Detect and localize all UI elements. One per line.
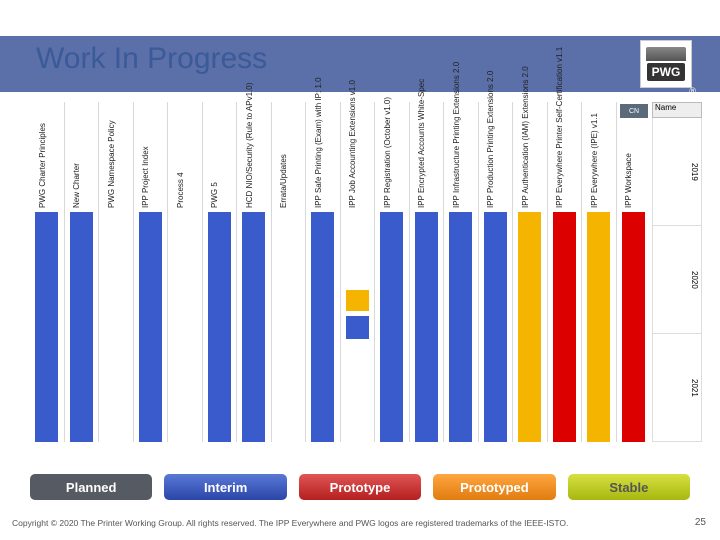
- time-header: Name: [652, 102, 702, 118]
- year-2019: 2019: [652, 118, 702, 226]
- lane-label: IPP Everywhere (IPE) v1.1: [590, 113, 599, 208]
- lane: PWG Charter Principles: [30, 102, 64, 442]
- copyright-footer: Copyright © 2020 The Printer Working Gro…: [12, 518, 692, 528]
- lane: IPP Project Index: [133, 102, 168, 442]
- lane: PWG 5: [202, 102, 237, 442]
- lane-bar: [518, 212, 541, 442]
- cn-badge: CN: [620, 104, 648, 118]
- year-2020: 2020: [652, 226, 702, 334]
- legend-item-planned: Planned: [30, 474, 152, 500]
- legend-item-prototype: Prototype: [299, 474, 421, 500]
- year-2021: 2021: [652, 334, 702, 442]
- page-title: Work In Progress: [36, 42, 267, 76]
- lane-bar: [484, 212, 507, 442]
- lane-label: IPP Production Printing Extensions 2.0: [486, 71, 495, 208]
- lane: PWG Namespace Policy: [98, 102, 133, 442]
- lane: IPP Registration (October v1.0): [374, 102, 409, 442]
- lane-label: IPP Job Accounting Extensions v1.0: [348, 80, 357, 208]
- lane: Process 4: [167, 102, 202, 442]
- lane: IPP Job Accounting Extensions v1.0: [340, 102, 375, 442]
- lane-bar: [346, 290, 369, 311]
- lane-label: PWG Namespace Policy: [107, 120, 116, 208]
- legend-item-stable: Stable: [568, 474, 690, 500]
- legend-item-interim: Interim: [164, 474, 286, 500]
- lane-label: New Charter: [72, 163, 81, 208]
- lane-bar: [553, 212, 576, 442]
- lane-bar: [208, 212, 231, 442]
- lane: IPP Production Printing Extensions 2.0: [478, 102, 513, 442]
- lane: IPP Authentication (IAM) Extensions 2.0: [512, 102, 547, 442]
- time-axis: Name 2019 2020 2021: [652, 102, 702, 442]
- lane-bar: [70, 212, 93, 442]
- lane-label: IPP Registration (October v1.0): [383, 97, 392, 208]
- lane: IPP Safe Printing (Exam) with IP: 1.0: [305, 102, 340, 442]
- lane-label: IPP Authentication (IAM) Extensions 2.0: [521, 66, 530, 208]
- page-number: 25: [695, 517, 706, 528]
- lane-label: IPP Everywhere Printer Self-Certificatio…: [555, 47, 564, 208]
- lane: IPP Workspace: [616, 102, 651, 442]
- lane-bar: [622, 212, 645, 442]
- lane-label: Process 4: [176, 172, 185, 208]
- lane: IPP Encrypted Accounts White-Spec: [409, 102, 444, 442]
- lane: IPP Infrastructure Printing Extensions 2…: [443, 102, 478, 442]
- lane-label: PWG 5: [210, 182, 219, 208]
- logo-text: PWG: [647, 63, 686, 81]
- registered-mark: ®: [689, 86, 696, 96]
- lane: HCD NIO/Security (Rule to APv1.0): [236, 102, 271, 442]
- lane-label: HCD NIO/Security (Rule to APv1.0): [245, 83, 254, 208]
- lane: IPP Everywhere (IPE) v1.1: [581, 102, 616, 442]
- lane-label: IPP Encrypted Accounts White-Spec: [417, 79, 426, 208]
- lane-label: IPP Infrastructure Printing Extensions 2…: [452, 62, 461, 208]
- lane-bar: [311, 212, 334, 442]
- lane-label: IPP Workspace: [624, 153, 633, 208]
- legend-item-prototyped: Prototyped: [433, 474, 555, 500]
- lane-label: IPP Project Index: [141, 146, 150, 208]
- lane-bar: [380, 212, 403, 442]
- lane-bar: [346, 316, 369, 339]
- lane: New Charter: [64, 102, 99, 442]
- lane: IPP Everywhere Printer Self-Certificatio…: [547, 102, 582, 442]
- lane: Errata/Updates: [271, 102, 306, 442]
- lane-bar: [139, 212, 162, 442]
- lane-label: IPP Safe Printing (Exam) with IP: 1.0: [314, 77, 323, 208]
- printer-icon: [646, 47, 686, 61]
- lane-bar: [415, 212, 438, 442]
- legend: Planned Interim Prototype Prototyped Stable: [30, 474, 690, 500]
- lane-label: PWG Charter Principles: [38, 123, 47, 208]
- gantt-chart: PWG Charter Principles New Charter PWG Nam…: [30, 102, 650, 442]
- lane-bar: [242, 212, 265, 442]
- lane-bar: [587, 212, 610, 442]
- lane-label: Errata/Updates: [279, 154, 288, 208]
- lane-bar: [35, 212, 58, 442]
- lane-bar: [449, 212, 472, 442]
- pwg-logo: PWG: [640, 40, 692, 88]
